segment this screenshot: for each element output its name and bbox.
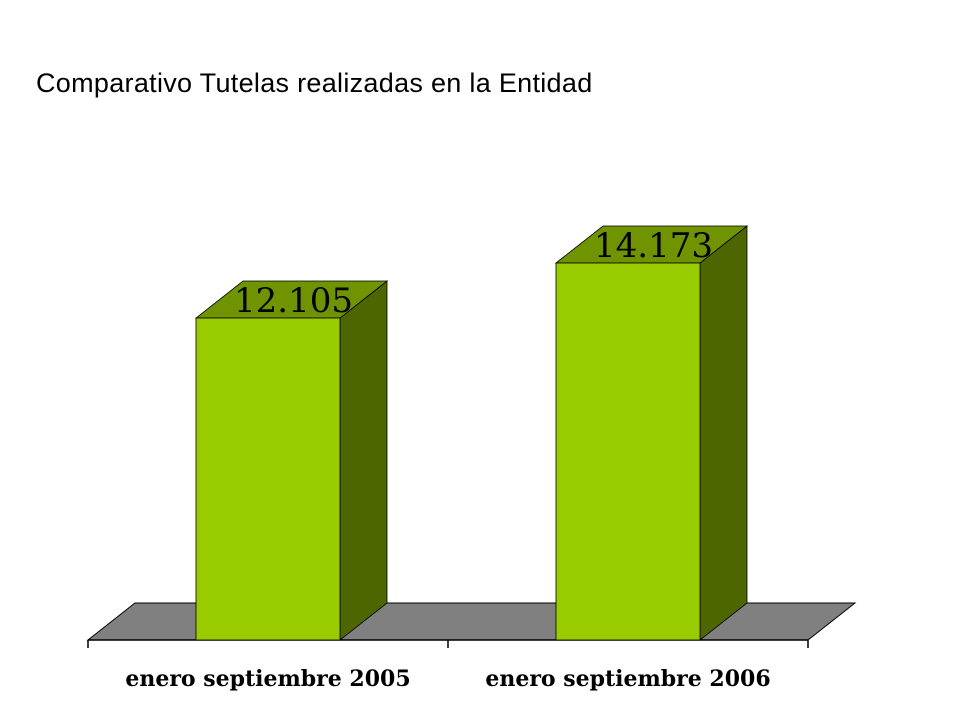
- x-tick-label: enero septiembre 2005: [125, 666, 410, 692]
- bar: [194, 280, 389, 641]
- x-axis: [87, 639, 809, 648]
- x-tick-label: enero septiembre 2006: [485, 666, 770, 692]
- chart-title: Comparativo Tutelas realizadas en la Ent…: [36, 68, 593, 98]
- data-label: 12.105: [234, 281, 353, 321]
- bar-side: [339, 280, 388, 641]
- bars-group: [194, 225, 749, 641]
- bar-side: [699, 225, 748, 641]
- labels-group: 12.105 enero septiembre 2005 14.173 enero s…: [125, 226, 770, 692]
- bar: [554, 225, 749, 641]
- bar-front: [555, 262, 701, 641]
- bar-front: [195, 317, 341, 641]
- data-label: 14.173: [594, 226, 713, 266]
